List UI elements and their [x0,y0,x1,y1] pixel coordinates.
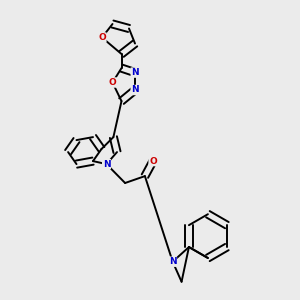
Text: O: O [98,33,106,42]
Text: N: N [169,257,176,266]
Text: N: N [131,85,139,94]
Text: O: O [109,78,116,87]
Text: N: N [103,160,110,169]
Text: N: N [131,68,139,77]
Text: O: O [149,157,157,166]
